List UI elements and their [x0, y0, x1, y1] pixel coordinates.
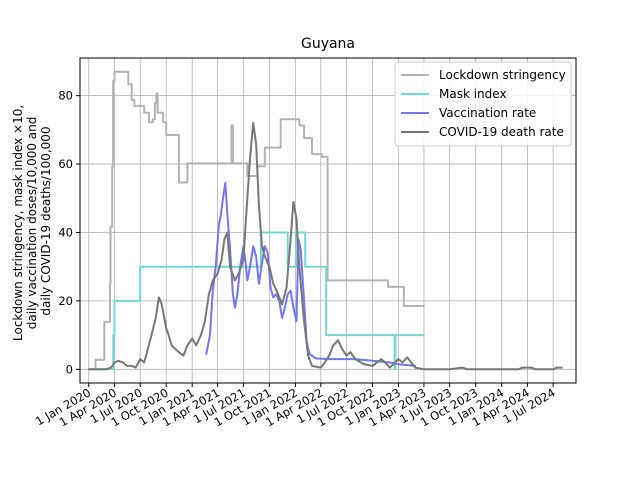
- series-line-lockdown-stringency: [87, 70, 425, 371]
- legend-label-covid-19-death-rate: COVID-19 death rate: [439, 125, 564, 139]
- chart-title: Guyana: [301, 36, 355, 52]
- y-axis-label: Lockdown stringency, mask index ×10, dai…: [11, 101, 53, 341]
- legend: Lockdown stringency Mask index Vaccination…: [394, 61, 572, 147]
- legend-label-mask-index: Mask index: [439, 87, 507, 101]
- y-tick-label: 0: [66, 362, 73, 376]
- y-tick-label: 20: [58, 294, 73, 308]
- series-line-covid-19-death-rate: [87, 122, 563, 371]
- y-axis-label-line-2: daily vaccination doses/10,000 and: [25, 117, 39, 330]
- y-tick-label: 80: [58, 89, 73, 103]
- legend-label-lockdown-stringency: Lockdown stringency: [439, 68, 566, 82]
- grid: [80, 58, 576, 383]
- series-group: [87, 70, 563, 371]
- legend-box: [394, 61, 572, 147]
- plot-frame: [79, 57, 577, 384]
- series-line-vaccination-rate: [205, 181, 417, 367]
- legend-label-vaccination-rate: Vaccination rate: [439, 106, 536, 120]
- y-tick-label: 40: [58, 225, 73, 239]
- y-axis-label-line-1: Lockdown stringency, mask index ×10,: [11, 105, 25, 341]
- series-line-mask-index: [87, 231, 425, 371]
- y-axis-label-line-3: daily COVID-19 deaths/100,000: [39, 126, 53, 315]
- y-axis-ticks: 0 20 40 60 80: [58, 89, 80, 376]
- y-tick-label: 60: [58, 157, 73, 171]
